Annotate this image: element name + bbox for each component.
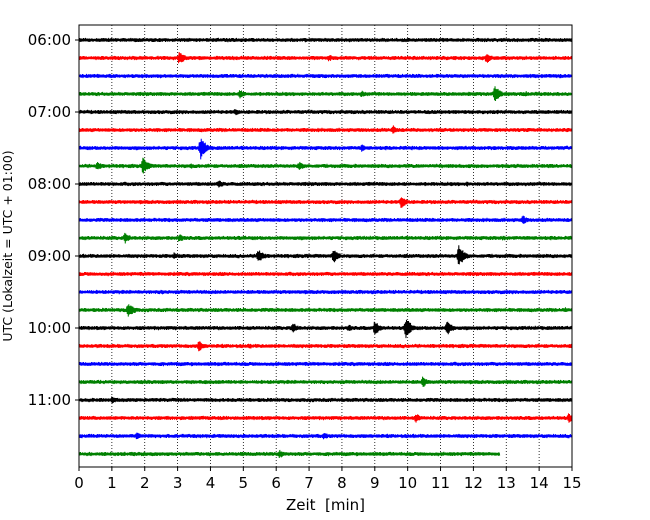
- y-axis: 06:00 07:00 08:00 09:00 10:00 11:00: [28, 31, 79, 409]
- trace-0715: [78, 125, 573, 134]
- trace-0945: [78, 304, 573, 317]
- trace-1015: [78, 341, 573, 352]
- trace-0615: [78, 51, 573, 64]
- trace-0745: [78, 157, 573, 174]
- x-tick-label-7: 7: [304, 474, 314, 492]
- trace-0915: [78, 271, 573, 277]
- y-tick-label-3: 09:00: [28, 247, 71, 265]
- trace-0730: [78, 138, 573, 160]
- x-tick-label-13: 13: [497, 474, 516, 492]
- trace-0645: [78, 86, 573, 102]
- x-tick-label-2: 2: [140, 474, 150, 492]
- x-tick-label-12: 12: [464, 474, 483, 492]
- trace-1130: [78, 432, 573, 440]
- x-tick-label-9: 9: [370, 474, 380, 492]
- trace-1030: [78, 361, 573, 367]
- y-tick-label-2: 08:00: [28, 175, 71, 193]
- y-axis-label: UTC (Lokalzeit = UTC + 01:00): [0, 150, 15, 341]
- trace-1145: [78, 449, 501, 459]
- trace-0845: [78, 232, 573, 244]
- trace-0800: [78, 180, 573, 188]
- trace-0600: [78, 37, 573, 43]
- trace-0815: [78, 197, 573, 208]
- x-tick-label-11: 11: [431, 474, 450, 492]
- x-tick-label-15: 15: [562, 474, 581, 492]
- y-tick-label-5: 11:00: [28, 391, 71, 409]
- x-tick-label-4: 4: [206, 474, 216, 492]
- y-tick-label-1: 07:00: [28, 103, 71, 121]
- x-tick-label-5: 5: [239, 474, 249, 492]
- trace-1100: [78, 396, 573, 404]
- trace-0700: [78, 109, 573, 116]
- x-tick-label-3: 3: [173, 474, 183, 492]
- trace-1115: [78, 413, 573, 423]
- x-tick-label-1: 1: [107, 474, 117, 492]
- x-tick-label-0: 0: [74, 474, 84, 492]
- x-tick-label-6: 6: [271, 474, 281, 492]
- x-tick-label-14: 14: [530, 474, 549, 492]
- trace-0830: [78, 215, 573, 224]
- y-tick-label-0: 06:00: [28, 31, 71, 49]
- x-tick-label-10: 10: [398, 474, 417, 492]
- trace-1045: [78, 376, 573, 387]
- x-tick-label-8: 8: [337, 474, 347, 492]
- plot-frame: [78, 24, 573, 468]
- trace-group: [78, 37, 573, 459]
- x-axis: 0 1 2 3 4 5 6 7 8 9 10 11 12 13 14 15: [74, 467, 582, 492]
- trace-0930: [78, 289, 573, 295]
- x-axis-label: Zeit [min]: [286, 496, 365, 514]
- trace-1000: [78, 319, 573, 339]
- plot-area: [79, 25, 572, 467]
- y-tick-label-4: 10:00: [28, 319, 71, 337]
- trace-0900: [78, 245, 573, 265]
- trace-0630: [78, 73, 573, 79]
